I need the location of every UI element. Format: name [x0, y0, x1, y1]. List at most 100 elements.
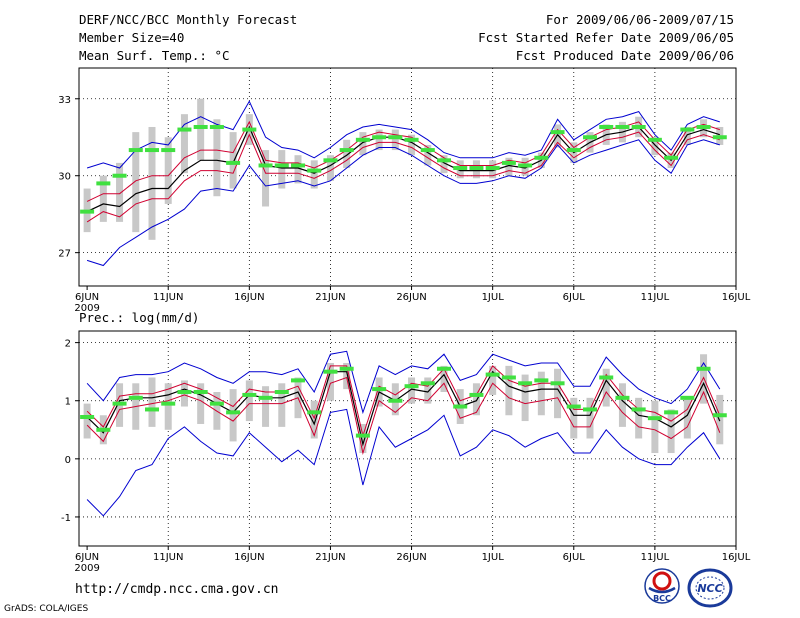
p1-median-mark — [112, 173, 127, 178]
p1-median-mark — [307, 168, 322, 173]
p1-spread-box — [651, 137, 659, 156]
p2-median-mark — [145, 407, 159, 412]
p2-ytick-label: 1 — [65, 397, 71, 408]
p1-median-mark — [566, 148, 581, 153]
p2-variable-label: Prec.: log(mm/d) — [79, 310, 199, 325]
p2-spread-box — [602, 368, 610, 407]
p2-spread-box — [570, 397, 578, 439]
p1-xtick-label: 16JUL — [722, 292, 751, 303]
p1-median-mark — [485, 166, 500, 171]
p1-median-mark — [518, 163, 533, 168]
p2-spread-box — [489, 365, 497, 395]
p2-spread-box — [310, 400, 318, 439]
p2-spread-box — [521, 374, 529, 422]
p2-ytick-label: -1 — [61, 513, 71, 524]
p1-median-mark — [599, 124, 614, 129]
p1-spread-box — [424, 144, 432, 166]
p2-median-mark — [258, 395, 273, 400]
p1-median-mark — [501, 160, 516, 165]
p2-spread-box — [618, 383, 626, 427]
p2-median-mark — [534, 378, 549, 383]
p2-spread-box — [700, 354, 708, 404]
forecast-period: For 2009/06/06-2009/07/15 — [545, 12, 734, 27]
p1-line-lower-inner — [86, 131, 720, 223]
p1-spread-box — [440, 155, 448, 174]
p1-xtick-label: 26JUN — [396, 292, 426, 303]
p1-spread-box — [197, 98, 205, 161]
p1-median-mark — [664, 155, 679, 160]
p1-spread-box — [99, 175, 107, 222]
p2-median-mark — [550, 381, 565, 386]
p2-median-mark — [96, 427, 111, 432]
p2-spread-box — [440, 365, 448, 393]
forecast-produced-date: Fcst Produced Date 2009/06/06 — [515, 48, 734, 63]
p1-median-mark — [145, 148, 159, 153]
p2-spread-box — [148, 377, 156, 427]
p2-median-mark — [177, 390, 192, 395]
p2-xtick-label: 11JUN — [153, 552, 183, 563]
p2-spread-box — [505, 365, 513, 416]
p1-spread-box — [408, 134, 416, 156]
p2-median-mark — [112, 401, 127, 406]
p2-median-mark — [339, 366, 354, 371]
p2-spread-box — [586, 397, 594, 439]
p2-xtick-label: 6JUN — [75, 552, 99, 563]
p1-xtick-label: 6JUN — [75, 292, 99, 303]
bcc-logo-text: BCC — [653, 594, 671, 603]
p2-median-mark — [566, 404, 581, 409]
p1-median-mark — [96, 181, 111, 186]
ncc-logo: NCC — [687, 568, 733, 608]
p1-median-mark — [242, 127, 257, 132]
p1-xtick-label: 16JUN — [234, 292, 264, 303]
p2-median-mark — [501, 375, 516, 380]
bcc-logo: BCC — [644, 568, 680, 604]
p2-xtick-label: 21JUN — [315, 552, 345, 563]
p1-line-ensemble-mean — [86, 125, 720, 213]
p1-spread-box — [683, 126, 691, 145]
p2-line-upper-outer — [86, 350, 721, 415]
p1-median-mark — [274, 163, 289, 168]
p1-median-mark — [226, 160, 241, 165]
p1-median-mark — [193, 124, 208, 129]
p2-xtick-label: 1JUL — [482, 552, 505, 563]
forecast-started-date: Fcst Started Refer Date 2009/06/05 — [478, 30, 734, 45]
p2-spread-box — [537, 371, 545, 416]
member-size: Member Size=40 — [79, 30, 185, 45]
p1-median-mark — [647, 137, 662, 142]
p1-spread-box — [505, 157, 513, 176]
p2-spread-box — [229, 389, 237, 442]
p1-spread-box — [229, 132, 237, 189]
p1-spread-box — [310, 160, 318, 189]
p2-xtick-label: 6JUL — [563, 552, 586, 563]
p2-spread-box — [164, 383, 172, 430]
p2-median-mark — [193, 390, 208, 395]
source-url[interactable]: http://cmdp.ncc.cma.gov.cn — [75, 582, 279, 597]
p1-year-label: 2009 — [74, 303, 99, 314]
p2-spread-box — [408, 377, 416, 404]
p2-median-mark — [404, 384, 419, 389]
p2-line-upper-inner — [86, 365, 721, 438]
p1-median-mark — [420, 148, 435, 153]
p2-median-mark — [518, 381, 533, 386]
p1-spread-box — [180, 114, 188, 174]
p1-median-mark — [291, 163, 305, 168]
p2-year-label: 2009 — [74, 563, 99, 574]
p2-spread-box — [424, 377, 432, 404]
p2-median-mark — [372, 387, 387, 392]
p1-median-mark — [534, 155, 549, 160]
p1-spread-box — [132, 132, 140, 233]
p1-median-mark — [372, 135, 387, 140]
p2-median-mark — [388, 398, 403, 403]
p2-spread-box — [554, 368, 562, 419]
p1-spread-box — [262, 150, 270, 207]
p1-spread-box — [148, 126, 156, 240]
p2-median-mark — [469, 392, 484, 397]
p2-median-mark — [161, 401, 176, 406]
p1-median-mark — [712, 135, 727, 140]
p2-median-mark — [485, 372, 500, 377]
p2-spread-box — [683, 397, 691, 439]
p1-median-mark — [469, 166, 484, 171]
p1-median-mark — [437, 158, 451, 163]
p2-spread-box — [472, 383, 480, 416]
p1-ytick-label: 30 — [58, 172, 71, 183]
